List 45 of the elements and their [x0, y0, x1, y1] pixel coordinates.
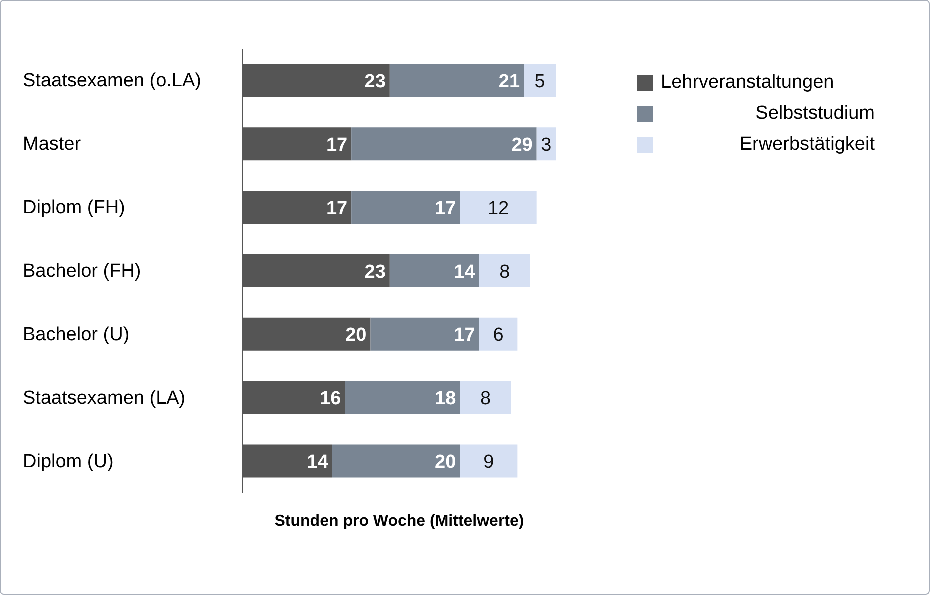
y-tick-label: Diplom (FH): [23, 198, 126, 219]
bar: [352, 191, 460, 224]
bar: [332, 444, 460, 478]
bar: [352, 128, 537, 161]
y-tick-label: Bachelor (FH): [23, 261, 142, 282]
bar: [460, 444, 518, 478]
data-label: 17: [326, 198, 348, 220]
bar: [390, 64, 524, 98]
bar: [345, 381, 460, 414]
text: Erwerbstätigkeit: [738, 134, 875, 156]
data-label: 17: [326, 134, 348, 156]
data-label: 14: [454, 262, 476, 283]
data-label: 21: [498, 71, 520, 92]
data-label: 8: [480, 388, 492, 410]
y-tick-label: Diplom (U): [23, 451, 114, 472]
data-label: 20: [435, 452, 456, 474]
bar: [460, 381, 512, 414]
text: Selbststudium: [754, 102, 875, 124]
y-tick-label: Bachelor (U): [23, 324, 130, 346]
data-label: 3: [541, 134, 552, 156]
data-label: 8: [500, 262, 510, 283]
data-label: 23: [364, 262, 386, 283]
y-tick-label: Master: [23, 134, 82, 156]
legend-label: Lehrveranstaltungen: [661, 72, 836, 94]
bar: [370, 318, 480, 351]
bar: [390, 254, 480, 288]
data-label: 5: [534, 71, 546, 92]
y-tick-label: Staatsexamen (LA): [23, 388, 186, 409]
bar: [460, 191, 537, 224]
data-label: 17: [454, 325, 476, 346]
data-label: 17: [435, 198, 456, 220]
data-label: 20: [346, 325, 367, 346]
y-tick-label: Staatsexamen (o.LA): [23, 70, 202, 92]
data-label: 16: [320, 388, 342, 410]
bar: [524, 64, 556, 98]
data-label: 12: [488, 198, 510, 220]
data-label: 23: [364, 71, 386, 92]
bar: [479, 318, 518, 351]
data-label: 6: [493, 325, 504, 346]
bar: [479, 254, 530, 288]
data-label: 18: [435, 388, 456, 410]
data-label: 29: [512, 134, 533, 156]
data-label: 9: [484, 452, 494, 474]
x-axis-title: Stunden pro Woche (Mittelwerte): [274, 513, 526, 531]
data-label: 14: [307, 452, 329, 474]
